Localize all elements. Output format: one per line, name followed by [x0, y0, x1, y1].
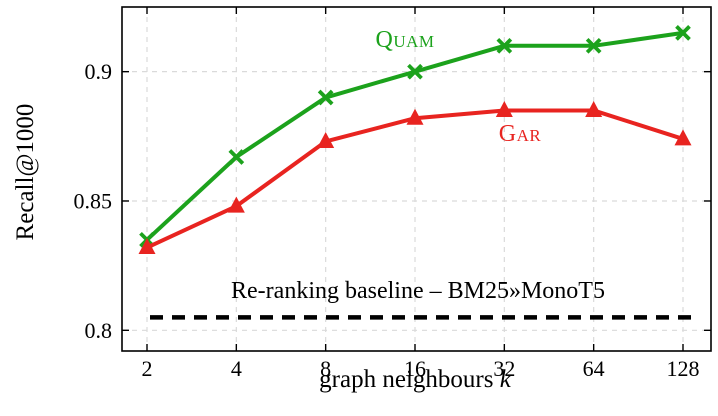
y-tick-label: 0.9 — [85, 59, 113, 84]
x-tick-label: 128 — [667, 356, 700, 381]
series-label-quam: Quam — [375, 27, 435, 53]
y-tick-label: 0.8 — [85, 318, 113, 343]
series-label-gar: Gar — [498, 121, 542, 147]
x-marker — [675, 25, 691, 41]
x-axis-label-variable: k — [499, 366, 511, 393]
x-marker — [407, 63, 423, 80]
triangle-marker — [674, 129, 692, 146]
x-tick-label: 16 — [404, 356, 426, 381]
x-axis-label-text: graph neighbours — [319, 366, 494, 393]
x-tick-label: 8 — [320, 356, 331, 381]
y-tick-label: 0.85 — [74, 188, 113, 213]
x-tick-label: 4 — [231, 356, 242, 381]
x-tick-label: 32 — [493, 356, 515, 381]
y-axis-label: Recall@1000 — [12, 104, 40, 241]
baseline-annotation: Re-ranking baseline – BM25»MonoT5 — [231, 278, 605, 304]
x-marker — [496, 37, 513, 54]
y-axis-label-text: Recall@1000 — [12, 103, 39, 241]
triangle-marker — [227, 196, 245, 213]
triangle-marker — [495, 100, 513, 117]
x-marker — [317, 89, 334, 106]
triangle-marker — [138, 238, 156, 255]
x-axis-label: graph neighbours k — [319, 366, 511, 394]
triangle-marker — [317, 131, 335, 148]
plot-frame — [121, 6, 712, 352]
x-tick-label: 2 — [142, 356, 153, 381]
x-marker — [228, 149, 245, 165]
x-marker — [585, 37, 602, 54]
x-tick-label: 64 — [583, 356, 605, 381]
triangle-marker — [406, 108, 424, 125]
triangle-marker — [585, 100, 603, 117]
